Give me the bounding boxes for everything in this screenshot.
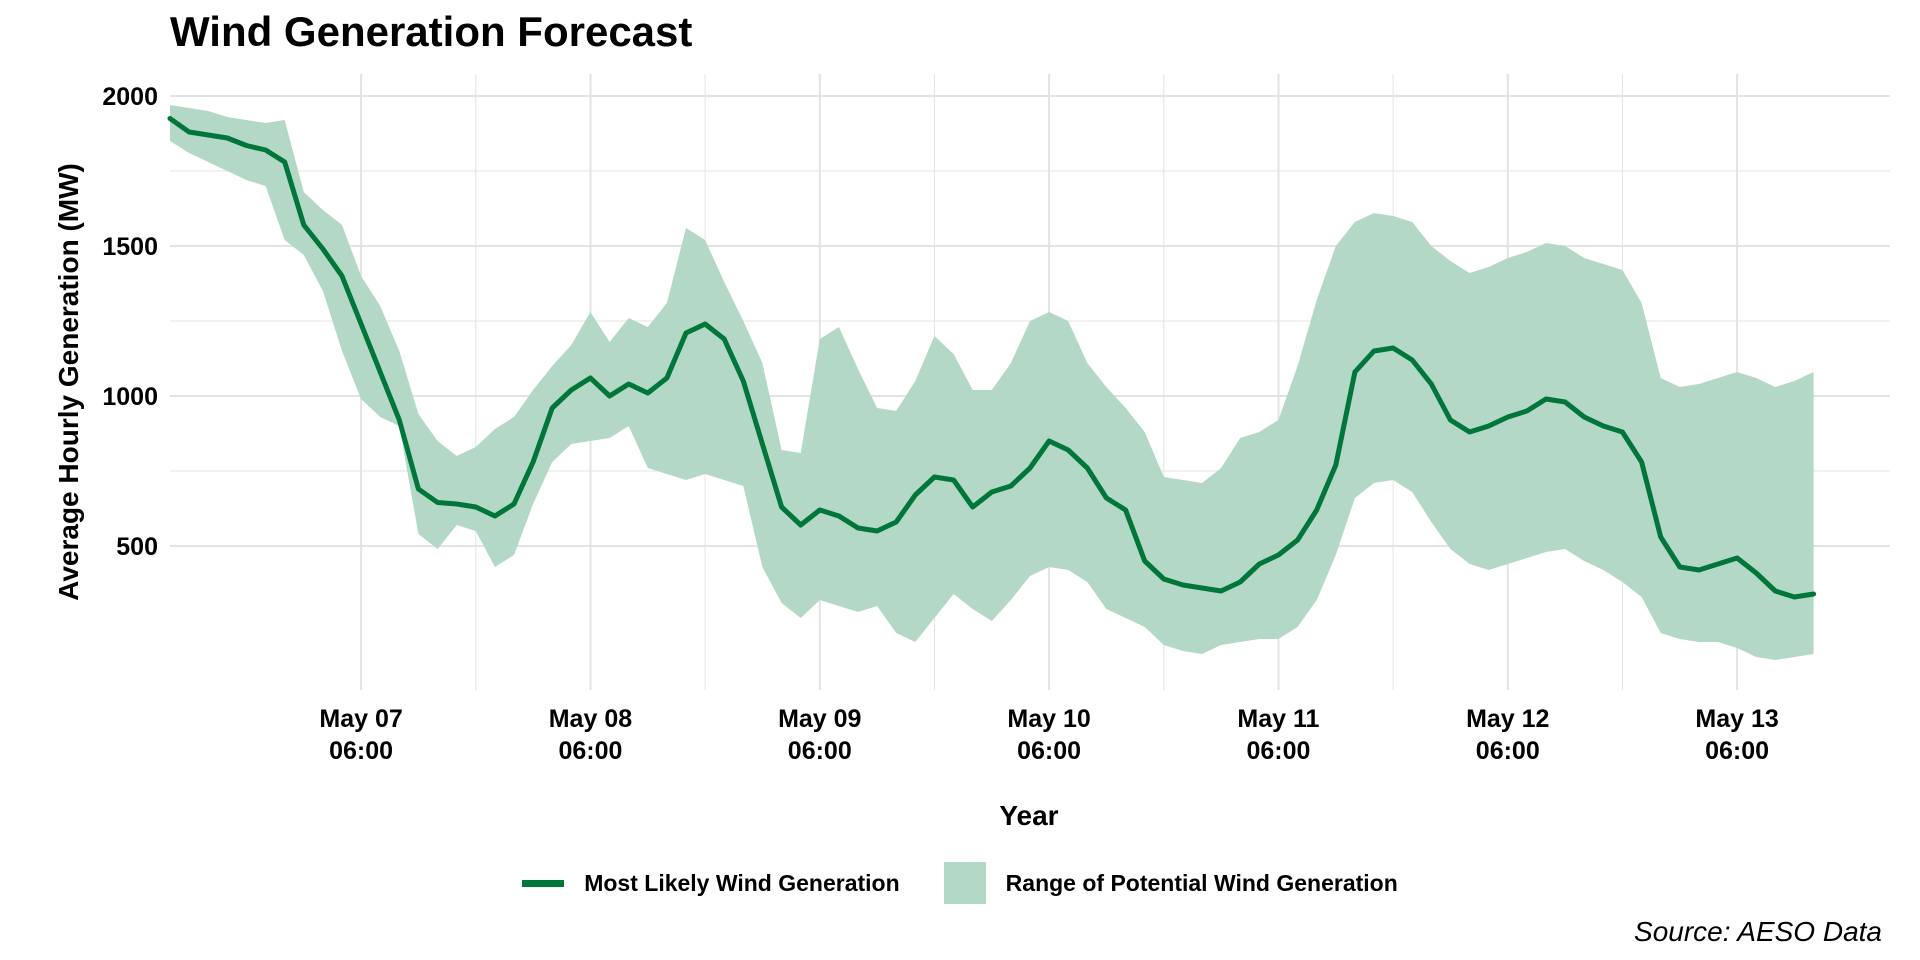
x-tick-label: May 09 xyxy=(778,705,861,733)
legend-item-range: Range of Potential Wind Generation xyxy=(943,862,1398,904)
x-tick-label: 06:00 xyxy=(1705,737,1769,765)
y-tick-labels: 500 1000 1500 2000 xyxy=(102,83,158,561)
x-tick-label: May 11 xyxy=(1237,705,1319,733)
range-band xyxy=(170,105,1814,660)
legend-label-most-likely: Most Likely Wind Generation xyxy=(584,869,900,896)
chart-title: Wind Generation Forecast xyxy=(170,8,693,55)
x-tick-label: May 10 xyxy=(1007,705,1090,733)
y-axis-title: Average Hourly Generation (MW) xyxy=(53,163,84,601)
legend-label-range: Range of Potential Wind Generation xyxy=(1005,869,1398,896)
y-tick-label: 1000 xyxy=(102,383,158,411)
x-tick-label: May 07 xyxy=(319,705,402,733)
line-layer xyxy=(167,116,1817,600)
x-tick-label: May 08 xyxy=(549,705,632,733)
band-layer xyxy=(170,105,1814,660)
x-tick-label: May 13 xyxy=(1695,705,1778,733)
x-tick-label: 06:00 xyxy=(558,737,622,765)
legend-item-most-likely: Most Likely Wind Generation xyxy=(522,869,900,897)
y-tick-label: 1500 xyxy=(102,233,158,261)
x-tick-label: 06:00 xyxy=(788,737,852,765)
y-tick-label: 2000 xyxy=(102,83,158,111)
legend-band-swatch xyxy=(943,862,986,904)
x-tick-label: 06:00 xyxy=(1476,737,1540,765)
legend-line-swatch xyxy=(522,879,565,887)
most-likely-line xyxy=(167,116,1817,600)
x-axis-title: Year xyxy=(999,800,1058,831)
y-tick-label: 500 xyxy=(116,533,158,561)
x-tick-label: 06:00 xyxy=(1017,737,1081,765)
x-tick-label: 06:00 xyxy=(329,737,393,765)
x-tick-labels: May 07 06:00 May 08 06:00 May 09 06:00 May 10 0… xyxy=(319,705,1778,765)
source-caption: Source: AESO Data xyxy=(1634,916,1882,947)
x-tick-label: 06:00 xyxy=(1246,737,1310,765)
x-tick-label: May 12 xyxy=(1466,705,1549,733)
legend: Most Likely Wind Generation Range of Pot… xyxy=(0,862,1920,904)
